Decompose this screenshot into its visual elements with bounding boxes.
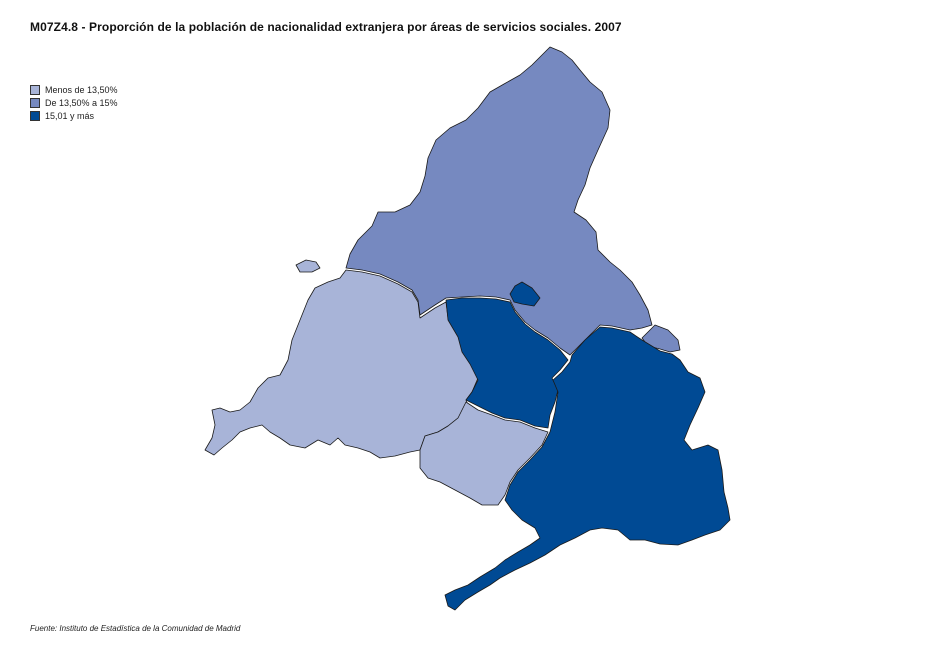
legend-label-low: Menos de 13,50% (45, 84, 118, 95)
region-east-small (641, 324, 681, 353)
legend: Menos de 13,50% De 13,50% a 15% 15,01 y … (30, 83, 118, 122)
legend-label-mid: De 13,50% a 15% (45, 97, 118, 108)
region-west-islet (295, 259, 321, 273)
region-central (445, 297, 569, 429)
legend-label-high: 15,01 y más (45, 110, 95, 121)
legend-item-mid: De 13,50% a 15% (30, 96, 118, 109)
legend-item-low: Menos de 13,50% (30, 83, 118, 96)
region-southeast (444, 326, 731, 611)
region-enclave-north (509, 281, 541, 307)
legend-item-high: 15,01 y más (30, 109, 118, 122)
legend-swatch-mid (30, 97, 40, 108)
source-note: Fuente: Instituto de Estadística de la C… (30, 624, 241, 633)
region-south-central (419, 401, 549, 506)
map-title: M07Z4.8 - Proporción de la población de … (30, 20, 622, 34)
legend-swatch-high (30, 110, 40, 121)
legend-swatch-low (30, 84, 40, 95)
region-north (345, 46, 653, 356)
